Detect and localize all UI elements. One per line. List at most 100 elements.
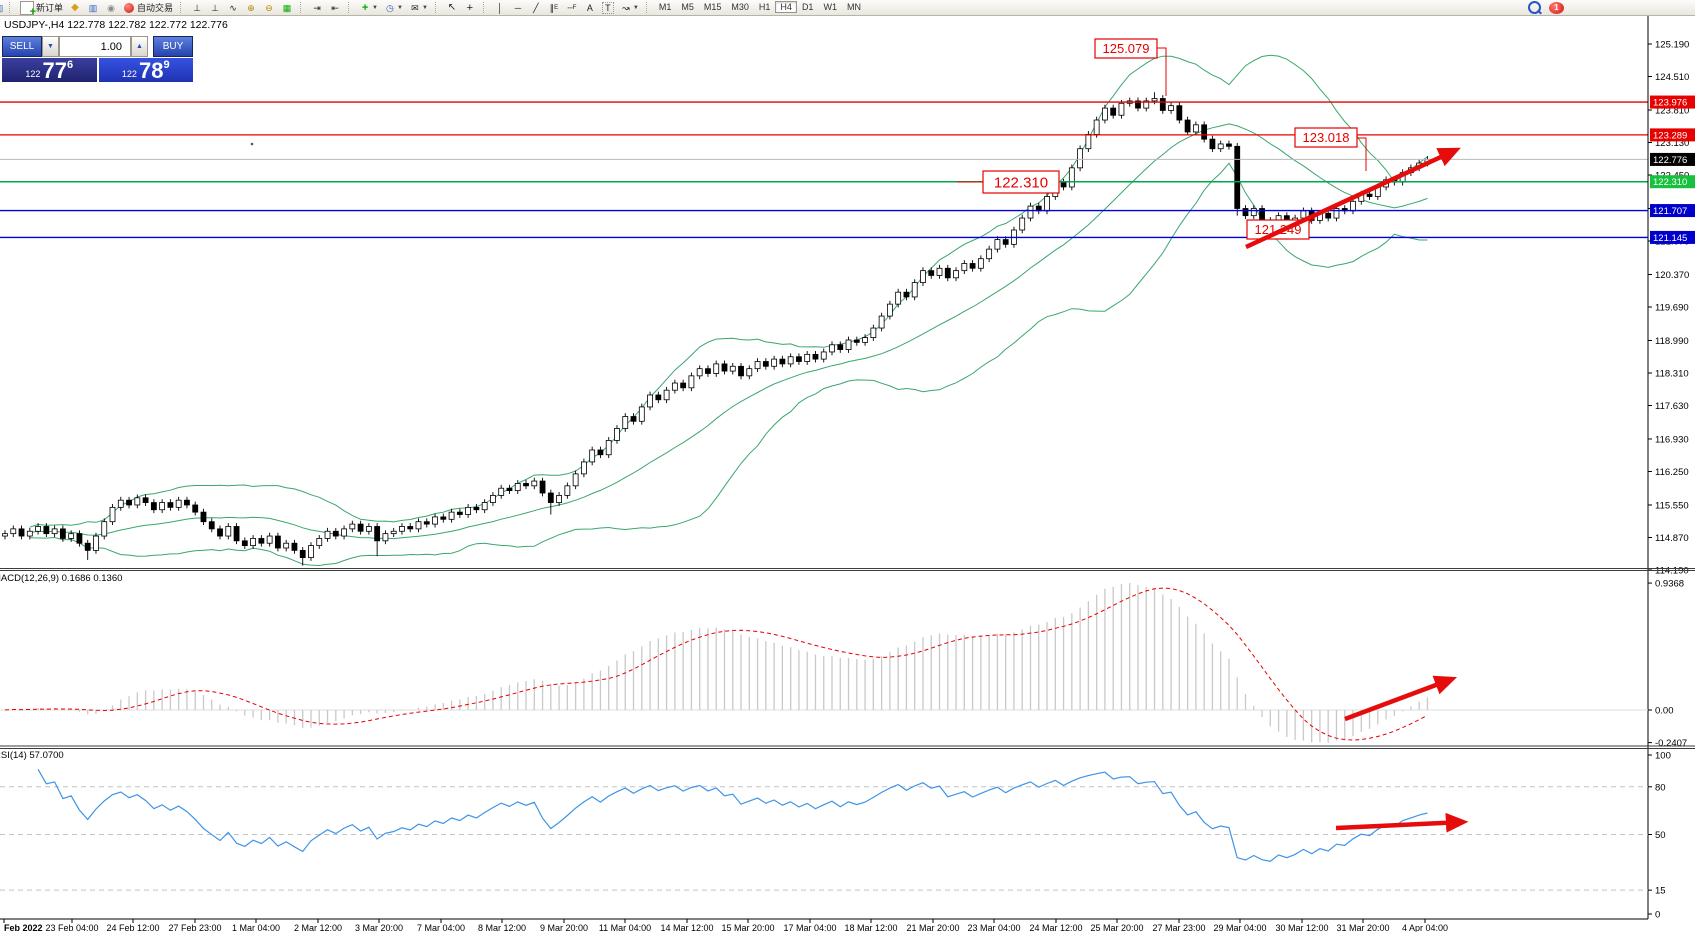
time-tick-label: Feb 2022 [4, 923, 43, 932]
buy-button[interactable]: BUY [153, 36, 193, 57]
time-tick-label: 9 Mar 20:00 [540, 923, 588, 932]
zoom-in-button[interactable]: ⊕ [243, 1, 259, 14]
text-icon: A [586, 2, 593, 13]
fibonacci-button[interactable]: ┄ F [564, 1, 580, 14]
cursor-icon: ↖ [447, 1, 457, 13]
timeframe-button-M5[interactable]: M5 [681, 2, 694, 12]
trendline-button[interactable]: ╱ [528, 1, 544, 14]
trend-arrow[interactable] [1335, 812, 1469, 833]
add-indicator-button[interactable]: + ▼ [357, 1, 380, 14]
tile-windows-button[interactable]: ▦ [279, 1, 295, 14]
time-tick-label: 25 Mar 20:00 [1090, 923, 1143, 932]
autotrade-icon [123, 2, 135, 14]
autotrade-button[interactable]: 自动交易 [121, 1, 175, 14]
price-tick-label: 124.510 [1655, 72, 1689, 83]
signal-button[interactable]: ◉ [103, 1, 119, 14]
chart-shift-icon: ⇤ [331, 2, 339, 13]
sell-price-sup: 6 [66, 59, 74, 71]
price-tick-label: 118.310 [1655, 368, 1689, 379]
zoom-out-icon: ⊖ [265, 2, 273, 13]
candle-chart-button[interactable]: ⊥ [207, 1, 223, 14]
price-tick-label: 117.630 [1655, 401, 1689, 412]
panel-separators [0, 568, 1695, 749]
arrows-button[interactable]: ↝ ▼ [618, 1, 641, 14]
timeframe-button-H1[interactable]: H1 [758, 2, 771, 12]
sell-price-prefix: 122 [25, 69, 41, 79]
horizontal-line-button[interactable]: ─ [510, 1, 526, 14]
sell-price-display[interactable]: 122 77 6 [2, 58, 97, 82]
line-chart-button[interactable]: ∿ [225, 1, 241, 14]
text-button[interactable]: A [582, 1, 598, 14]
timeframe-button-H4[interactable]: H4 [775, 1, 797, 13]
price-line-badge: 122.310 [1653, 177, 1687, 188]
trendline-icon: ╱ [533, 2, 539, 13]
volume-increase-button[interactable]: ▲ [131, 36, 148, 57]
timeframe-button-D1[interactable]: D1 [801, 2, 814, 12]
template-button[interactable]: ✉ ▼ [407, 1, 430, 14]
gold-button[interactable]: ◆ [67, 1, 83, 14]
text-label-icon: T [601, 1, 614, 14]
tile-windows-icon: ▦ [282, 2, 292, 13]
volume-input[interactable]: 1.00 [59, 36, 131, 57]
trend-arrow[interactable] [1344, 675, 1458, 722]
bar-chart-button[interactable]: ⊥ [189, 1, 205, 14]
autotrade-label: 自动交易 [137, 3, 174, 13]
search-icon[interactable] [1528, 1, 1541, 14]
price-annotation[interactable]: 123.018 [1303, 130, 1350, 145]
arrows-icon: ↝ [622, 2, 630, 13]
time-tick-label: 23 Mar 04:00 [967, 923, 1020, 932]
new-order-button[interactable]: 新订单 [18, 0, 65, 18]
macd-tick-label: 0.9368 [1655, 579, 1684, 590]
timeframe-button-M30[interactable]: M30 [731, 2, 749, 12]
buy-price-big: 78 [138, 58, 164, 83]
volume-decrease-button[interactable]: ▼ [42, 36, 59, 57]
time-tick-label: 14 Mar 12:00 [660, 923, 713, 932]
chart-partial-icon[interactable]: ▥ [0, 2, 5, 14]
text-label-button[interactable]: T [600, 1, 616, 14]
timeframe-group: M1 M5 M15 M30 H1 H4 D1 W1 MN [654, 1, 866, 14]
signal-icon: ◉ [107, 2, 115, 13]
price-axis: 125.190124.510123.810123.130122.450121.7… [0, 16, 1689, 920]
chart-window-button[interactable]: ▥ [85, 1, 101, 14]
price-line-badge: 121.707 [1653, 206, 1687, 217]
timeframe-button-M15[interactable]: M15 [703, 2, 722, 12]
sell-button[interactable]: SELL [2, 36, 42, 57]
price-annotation[interactable]: 122.310 [994, 174, 1048, 191]
buy-price-display[interactable]: 122 78 9 [98, 58, 193, 83]
timeframe-button-W1[interactable]: W1 [823, 2, 837, 12]
cursor-button[interactable]: ↖ [444, 1, 460, 14]
timeframe-button-MN[interactable]: MN [846, 2, 861, 12]
price-tick-label: 118.990 [1655, 336, 1689, 347]
time-tick-label: 15 Mar 20:00 [721, 923, 774, 932]
price-tick-label: 115.550 [1655, 500, 1689, 511]
auto-scroll-button[interactable]: ⇥ [309, 1, 325, 14]
vertical-line-button[interactable]: │ [492, 1, 508, 14]
price-tick-label: 120.370 [1655, 270, 1689, 281]
time-tick-label: 17 Mar 04:00 [783, 923, 836, 932]
price-tick-label: 125.190 [1655, 40, 1689, 51]
channel-button[interactable]: ∥ E [546, 1, 562, 14]
macd-tick-label: 0.00 [1655, 706, 1674, 717]
chart-shift-button[interactable]: ⇤ [327, 1, 343, 14]
price-tick-label: 114.870 [1655, 533, 1689, 544]
price-annotation[interactable]: 125.079 [1103, 41, 1150, 56]
period-button[interactable]: ◷ ▼ [382, 1, 405, 14]
time-tick-label: 27 Feb 23:00 [168, 923, 221, 932]
price-tick-label: 123.130 [1655, 138, 1689, 149]
price-badges: 123.976 123.289 122.776 122.310 121.707 121.1… [1650, 95, 1695, 244]
line-chart-icon: ∿ [229, 2, 237, 13]
zoom-out-button[interactable]: ⊖ [261, 1, 277, 14]
trend-arrow[interactable] [1245, 147, 1461, 250]
rsi-tick-label: 0 [1655, 910, 1660, 921]
channel-icon: ∥ E [549, 2, 559, 13]
auto-scroll-icon: ⇥ [313, 2, 321, 13]
timeframe-button-M1[interactable]: M1 [658, 2, 672, 12]
time-tick-label: 21 Mar 20:00 [906, 923, 959, 932]
trend-arrows [1245, 147, 1469, 833]
time-tick-label: 27 Mar 23:00 [1152, 923, 1205, 932]
notification-icon[interactable]: 1 [1549, 1, 1564, 14]
new-order-icon [20, 0, 36, 18]
crosshair-button[interactable]: + [462, 1, 478, 14]
time-tick-label: 23 Feb 04:00 [45, 923, 98, 932]
